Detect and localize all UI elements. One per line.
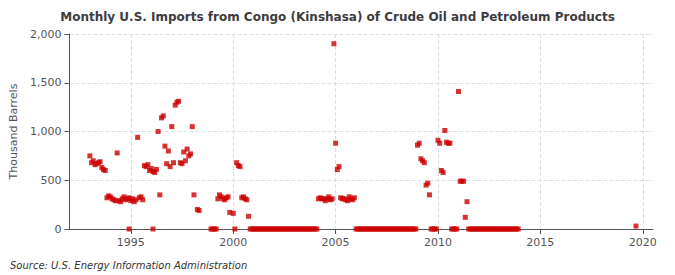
svg-text:500: 500	[40, 174, 61, 187]
svg-text:1995: 1995	[117, 236, 145, 249]
svg-text:Monthly U.S. Imports from Cong: Monthly U.S. Imports from Congo (Kinshas…	[60, 10, 615, 24]
svg-text:2020: 2020	[629, 236, 657, 249]
svg-text:2,000: 2,000	[30, 28, 62, 41]
svg-text:1,500: 1,500	[30, 76, 62, 89]
svg-text:2000: 2000	[219, 236, 247, 249]
svg-text:Source: U.S. Energy Informatio: Source: U.S. Energy Information Administ…	[10, 260, 247, 271]
svg-text:2005: 2005	[322, 236, 350, 249]
svg-text:0: 0	[54, 223, 61, 236]
svg-text:1,000: 1,000	[30, 125, 62, 138]
svg-text:2015: 2015	[526, 236, 554, 249]
svg-text:2010: 2010	[424, 236, 452, 249]
svg-text:Thousand Barrels: Thousand Barrels	[7, 83, 20, 180]
